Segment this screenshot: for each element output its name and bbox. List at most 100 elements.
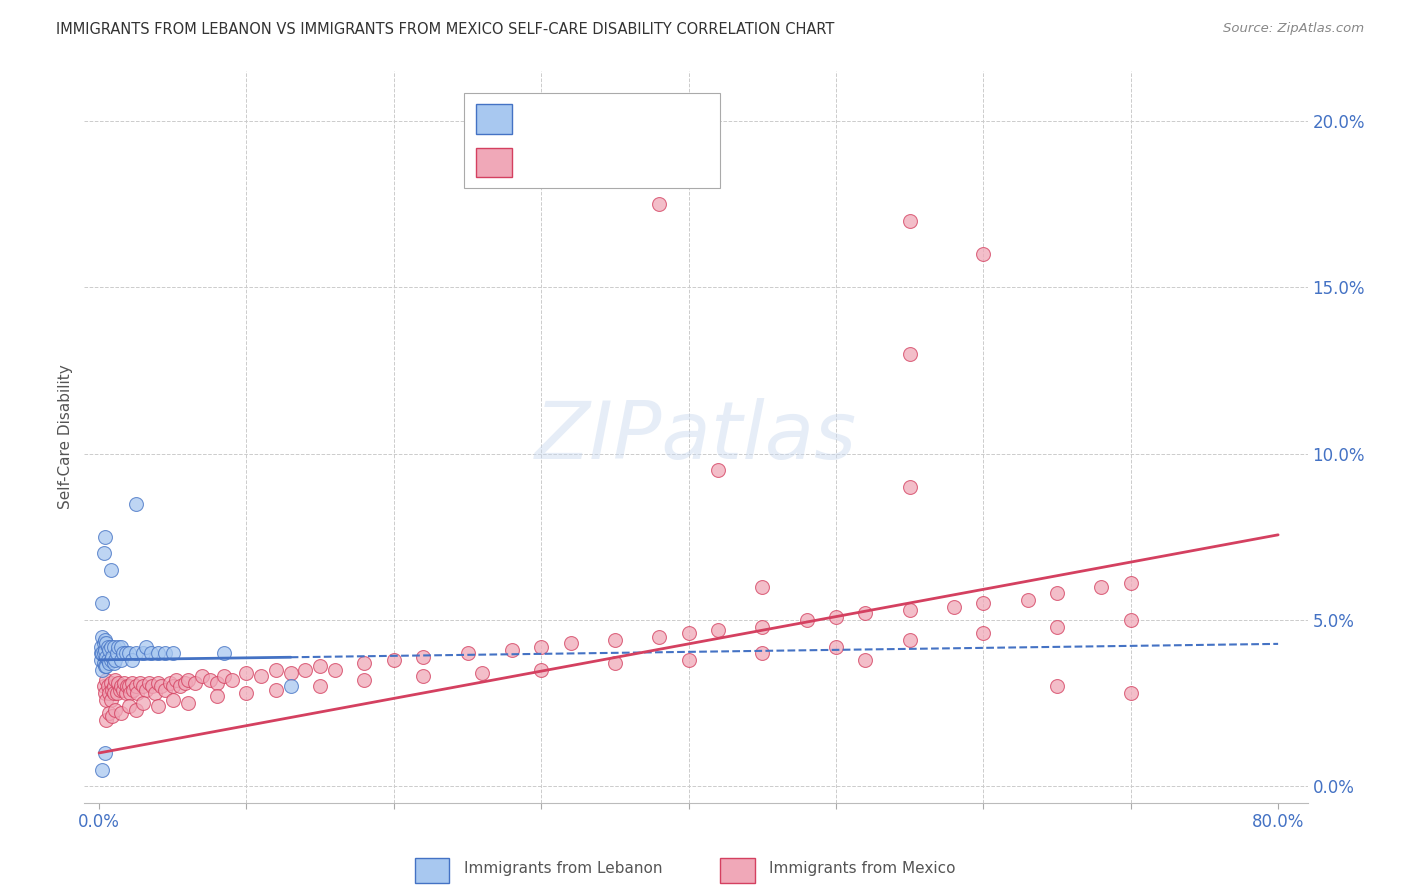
Y-axis label: Self-Care Disability: Self-Care Disability [58, 365, 73, 509]
Point [107, 640, 129, 654]
Point [94, 632, 117, 647]
Point [165, 673, 187, 687]
Point [173, 676, 195, 690]
Point [855, 607, 877, 621]
Point [1046, 586, 1069, 600]
Point [530, 663, 553, 677]
Point [1090, 580, 1112, 594]
Point [90, 640, 112, 654]
Point [107, 676, 129, 690]
Point [93, 656, 115, 670]
Point [184, 676, 207, 690]
Point [101, 649, 124, 664]
Point [132, 680, 155, 694]
Point [176, 696, 198, 710]
Point [138, 676, 160, 690]
Point [129, 676, 152, 690]
Point [530, 640, 553, 654]
Point [100, 653, 122, 667]
Point [96, 636, 118, 650]
Point [105, 646, 128, 660]
Point [146, 676, 169, 690]
Point [94, 746, 117, 760]
Point [898, 632, 921, 647]
Point [1046, 680, 1069, 694]
Point [353, 656, 375, 670]
Point [648, 197, 671, 211]
Point [141, 680, 163, 694]
Point [603, 656, 626, 670]
Text: R =: R = [524, 112, 558, 127]
Point [110, 680, 132, 694]
Point [98, 656, 121, 670]
Point [117, 699, 139, 714]
Point [648, 630, 671, 644]
Point [159, 676, 181, 690]
Point [294, 663, 316, 677]
Point [111, 682, 134, 697]
Point [111, 646, 134, 660]
Point [353, 673, 375, 687]
Point [108, 682, 131, 697]
Point [101, 682, 124, 697]
Point [91, 663, 114, 677]
Point [94, 686, 117, 700]
Point [678, 626, 700, 640]
Point [751, 646, 773, 660]
Point [135, 682, 157, 697]
Point [221, 673, 243, 687]
Point [235, 686, 257, 700]
Point [104, 653, 127, 667]
Point [162, 692, 184, 706]
Point [155, 646, 177, 660]
Point [117, 680, 139, 694]
Point [412, 649, 434, 664]
Point [121, 653, 143, 667]
Point [117, 646, 139, 660]
Point [139, 646, 162, 660]
Point [90, 653, 112, 667]
Point [93, 646, 115, 660]
Point [169, 680, 191, 694]
Point [264, 663, 287, 677]
Point [898, 480, 921, 494]
Point [98, 643, 121, 657]
Text: 0.413: 0.413 [569, 155, 619, 170]
Point [110, 653, 132, 667]
Point [796, 613, 818, 627]
Point [235, 666, 257, 681]
Point [110, 706, 132, 720]
Point [214, 646, 236, 660]
Text: 0.054: 0.054 [564, 112, 612, 127]
Point [898, 603, 921, 617]
Point [150, 680, 173, 694]
Point [91, 646, 114, 660]
Point [751, 619, 773, 633]
Point [280, 680, 302, 694]
Point [104, 673, 127, 687]
Point [1119, 686, 1142, 700]
Point [91, 763, 114, 777]
Point [103, 680, 125, 694]
Point [162, 646, 184, 660]
Point [104, 703, 127, 717]
Text: Source: ZipAtlas.com: Source: ZipAtlas.com [1223, 22, 1364, 36]
Point [132, 696, 155, 710]
Point [93, 636, 115, 650]
Point [114, 646, 136, 660]
Point [125, 703, 148, 717]
Point [90, 646, 112, 660]
Point [101, 709, 124, 723]
Point [191, 669, 214, 683]
Point [825, 640, 848, 654]
Point [162, 680, 184, 694]
Point [125, 497, 148, 511]
Point [309, 680, 332, 694]
Point [100, 563, 122, 577]
Point [97, 653, 120, 667]
Point [132, 646, 155, 660]
Point [110, 640, 132, 654]
Point [94, 530, 117, 544]
Point [91, 596, 114, 610]
Point [412, 669, 434, 683]
